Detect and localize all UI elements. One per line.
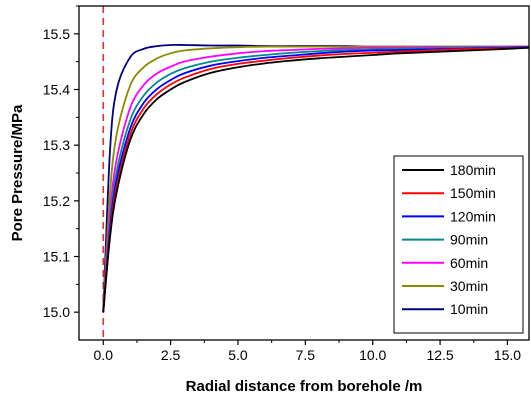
legend-label-180min: 180min: [450, 162, 496, 178]
ticks-layer: 0.0 2.5 5.0 7.5 10.0 12.5 15.0 15.0 15.1 15.2 15.3…: [43, 5, 521, 363]
x-tick-label: 10.0: [359, 347, 386, 363]
y-tick-label: 15.1: [43, 249, 70, 265]
y-tick-label: 15.2: [43, 193, 70, 209]
legend-label-60min: 60min: [450, 255, 488, 271]
y-tick-label: 15.5: [43, 26, 70, 42]
x-tick-label: 0.0: [94, 347, 114, 363]
series-line-90min: [102, 46, 529, 313]
x-tick-label: 2.5: [161, 347, 181, 363]
legend-label-10min: 10min: [450, 301, 488, 317]
y-tick-label: 15.0: [43, 304, 70, 320]
legend-label-120min: 120min: [450, 208, 496, 224]
legend-items: 180min 150min 120min 90min 60min 30min 10min: [402, 162, 496, 317]
legend-box: [393, 155, 524, 334]
series-line-150min: [102, 46, 529, 313]
legend-label-90min: 90min: [450, 232, 488, 248]
x-tick-label: 5.0: [228, 347, 248, 363]
x-tick-label: 7.5: [296, 347, 316, 363]
legend-label-30min: 30min: [450, 278, 488, 294]
y-tick-label: 15.3: [43, 137, 70, 153]
series-line-180min: [102, 46, 529, 313]
legend-label-150min: 150min: [450, 185, 496, 201]
legend: 180min 150min 120min 90min 60min 30min 10min: [393, 155, 524, 334]
y-tick-label: 15.4: [43, 82, 70, 98]
series-group: [102, 43, 529, 313]
x-tick-label: 15.0: [494, 347, 521, 363]
y-axis-label: Pore Pressure/MPa: [9, 104, 26, 241]
x-tick-label: 12.5: [426, 347, 453, 363]
plot-layer: [102, 6, 529, 340]
x-axis-label: Radial distance from borehole /m: [186, 378, 423, 395]
